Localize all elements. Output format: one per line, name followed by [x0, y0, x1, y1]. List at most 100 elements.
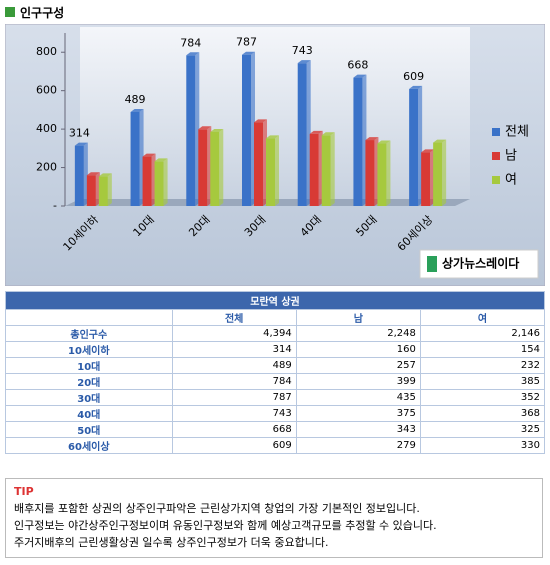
- tip-text: 배후지를 포함한 상권의 상주인구파악은 근린상가지역 창업의 가장 기본적인 …: [14, 500, 534, 551]
- table-cell: 399: [295, 373, 421, 390]
- bar: [433, 142, 443, 206]
- bar: [86, 175, 96, 206]
- y-tick-label: 800: [36, 45, 57, 58]
- data-label: 314: [69, 127, 90, 140]
- table-cell: 232: [419, 357, 546, 374]
- bar-top: [297, 60, 311, 64]
- table-cell: 30대: [5, 389, 173, 406]
- bar: [254, 122, 263, 206]
- table-cell: 435: [295, 389, 421, 406]
- bar: [210, 131, 220, 206]
- table-cell: 10세이하: [5, 341, 173, 358]
- bar-side: [163, 158, 168, 206]
- bar-top: [353, 74, 367, 78]
- bar-top: [198, 126, 212, 130]
- table-cell: 60세이상: [5, 437, 173, 454]
- bar-side: [330, 132, 335, 206]
- logo-text: 상가뉴스레이다: [442, 256, 519, 271]
- bar-side: [275, 135, 279, 206]
- y-tick-label: -: [53, 199, 57, 212]
- bar-top: [74, 142, 88, 146]
- table-cell: 787: [171, 389, 297, 406]
- logo-icon: [427, 256, 437, 272]
- table-cell: 784: [171, 373, 297, 390]
- y-tick-label: 400: [36, 122, 57, 135]
- table-row: 30대 787 435 352: [5, 389, 546, 406]
- bar-side: [107, 173, 112, 206]
- legend-swatch: [492, 176, 500, 184]
- table-cell: 668: [171, 421, 297, 438]
- table-cell: 전체: [171, 309, 297, 326]
- tip-label: TIP: [14, 485, 34, 498]
- table-cell: 368: [419, 405, 546, 422]
- table-cell: 모란역 상권: [5, 291, 545, 310]
- table-row: 20대 784 399 385: [5, 373, 546, 390]
- table-cell: 743: [171, 405, 297, 422]
- table-cell: 10대: [5, 357, 173, 374]
- bar-top: [98, 173, 112, 177]
- bar: [421, 152, 431, 206]
- table-row: 전체 남 여: [5, 309, 546, 326]
- chart: 상가뉴스레이다 -20040060080010세이하31410대48920대78…: [5, 24, 545, 286]
- tip-box: TIP 배후지를 포함한 상권의 상주인구파악은 근린상가지역 창업의 가장 기본…: [5, 478, 543, 558]
- bar-side: [442, 139, 447, 206]
- tip-line: 배후지를 포함한 상권의 상주인구파악은 근린상가지역 창업의 가장 기본적인 …: [14, 502, 420, 515]
- bar: [154, 161, 164, 206]
- bar-top: [409, 85, 423, 89]
- bar: [266, 138, 275, 206]
- bar-side: [219, 128, 224, 206]
- table-cell: 총인구수: [5, 325, 173, 342]
- bar-top: [309, 130, 323, 134]
- table-cell: 352: [419, 389, 546, 406]
- table-cell: 314: [171, 341, 297, 358]
- bar-top: [154, 158, 168, 162]
- legend-swatch: [492, 128, 500, 136]
- bar: [130, 112, 140, 206]
- legend-label: 여: [505, 173, 517, 188]
- bar-top: [186, 52, 200, 56]
- bar: [242, 54, 251, 206]
- section-header: 인구구성: [5, 3, 64, 21]
- table-cell: [5, 309, 173, 326]
- bar-top: [130, 109, 144, 113]
- table-cell: 385: [419, 373, 546, 390]
- table-cell: 20대: [5, 373, 173, 390]
- bar-top: [142, 153, 156, 157]
- table-cell: 330: [419, 437, 546, 454]
- bar: [98, 176, 108, 206]
- table-row: 총인구수 4,394 2,248 2,146: [5, 325, 546, 342]
- bar: [409, 88, 419, 206]
- bar: [365, 140, 375, 206]
- legend-label: 남: [505, 149, 517, 164]
- table-cell: 489: [171, 357, 297, 374]
- table-cell: 343: [295, 421, 421, 438]
- bar-top: [377, 140, 391, 144]
- bar: [377, 143, 387, 206]
- data-label: 787: [236, 36, 257, 49]
- data-label: 743: [292, 44, 313, 57]
- table-cell: 257: [295, 357, 421, 374]
- bar-top: [210, 128, 224, 132]
- bar: [309, 133, 319, 206]
- data-label: 784: [180, 36, 201, 49]
- bar: [142, 156, 152, 206]
- bar: [321, 135, 331, 206]
- table-row: 50대 668 343 325: [5, 421, 546, 438]
- table-cell: 50대: [5, 421, 173, 438]
- table-row: 10세이하 314 160 154: [5, 341, 546, 358]
- table-row: 모란역 상권: [5, 291, 545, 310]
- bar-top: [266, 135, 279, 139]
- legend-swatch: [492, 152, 500, 160]
- bar: [198, 129, 208, 206]
- tip-line: 주거지배후의 근린생활상권 일수록 상주인구정보가 더욱 중요합니다.: [14, 536, 329, 549]
- data-label: 489: [125, 93, 146, 106]
- tip-line: 인구정보는 야간상주인구정보이며 유동인구정보와 함께 예상고객규모를 추정할 …: [14, 519, 437, 532]
- table-cell: 375: [295, 405, 421, 422]
- bar-top: [433, 139, 447, 143]
- data-label: 668: [347, 59, 368, 72]
- table-cell: 2,146: [419, 325, 546, 342]
- table-cell: 여: [419, 309, 546, 326]
- y-tick-label: 200: [36, 161, 57, 174]
- bar: [186, 55, 196, 206]
